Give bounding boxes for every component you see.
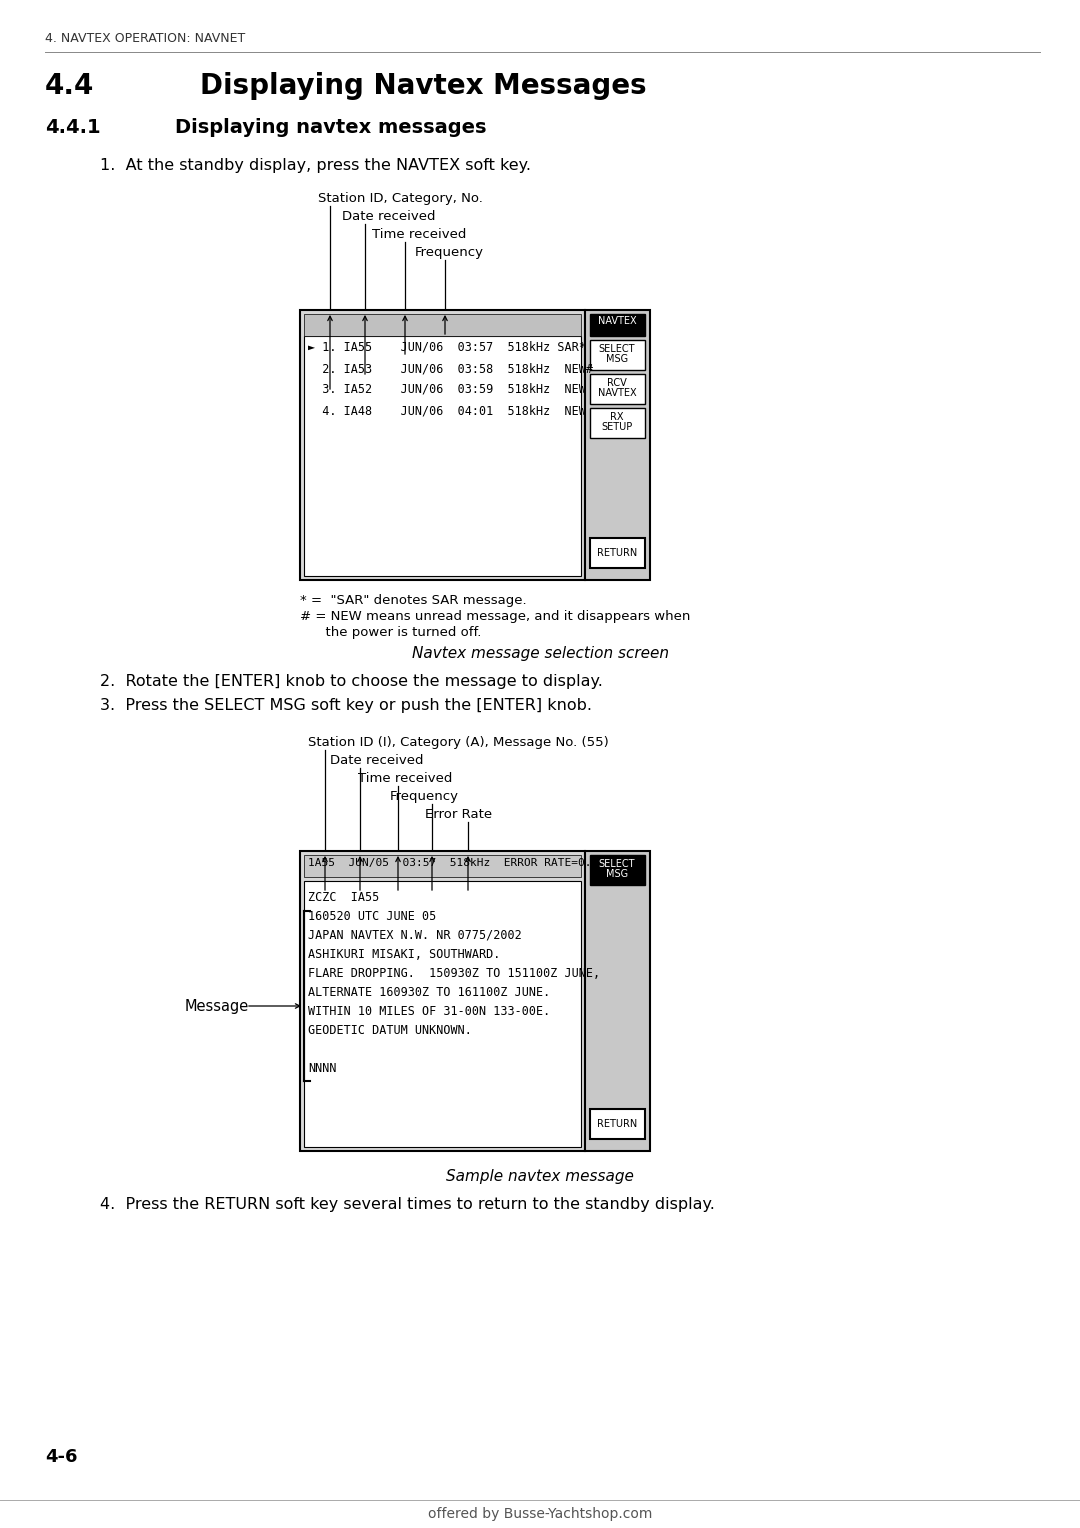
Text: Error Rate: Error Rate: [426, 808, 492, 821]
Bar: [303, 313, 581, 336]
Text: SELECT: SELECT: [598, 344, 635, 354]
Bar: [590, 408, 645, 439]
Text: 3. IA52    JUN/06  03:59  518kHz  NEW: 3. IA52 JUN/06 03:59 518kHz NEW: [308, 384, 585, 396]
Text: NAVTEX: NAVTEX: [597, 388, 636, 397]
Text: SETUP: SETUP: [602, 422, 633, 432]
Text: 4-6: 4-6: [45, 1449, 78, 1465]
Bar: [590, 313, 645, 336]
Text: Time received: Time received: [357, 772, 453, 785]
Bar: [590, 538, 645, 568]
Text: 4. IA48    JUN/06  04:01  518kHz  NEW: 4. IA48 JUN/06 04:01 518kHz NEW: [308, 403, 585, 417]
Text: RX: RX: [610, 413, 624, 422]
Text: MSG: MSG: [606, 354, 629, 364]
Text: 4.  Press the RETURN soft key several times to return to the standby display.: 4. Press the RETURN soft key several tim…: [100, 1196, 715, 1212]
Text: ALTERNATE 160930Z TO 161100Z JUNE.: ALTERNATE 160930Z TO 161100Z JUNE.: [308, 986, 550, 999]
Text: Sample navtex message: Sample navtex message: [446, 1169, 634, 1184]
Text: Station ID (I), Category (A), Message No. (55): Station ID (I), Category (A), Message No…: [308, 736, 609, 749]
Bar: [300, 310, 585, 581]
Bar: [590, 856, 645, 885]
Bar: [590, 374, 645, 403]
Text: 160520 UTC JUNE 05: 160520 UTC JUNE 05: [308, 911, 436, 923]
Text: RETURN: RETURN: [597, 549, 637, 558]
Text: GEODETIC DATUM UNKNOWN.: GEODETIC DATUM UNKNOWN.: [308, 1024, 472, 1038]
Text: SELECT: SELECT: [598, 859, 635, 869]
Text: # = NEW means unread message, and it disappears when: # = NEW means unread message, and it dis…: [300, 610, 690, 623]
Text: Date received: Date received: [342, 209, 435, 223]
Bar: [300, 851, 585, 1151]
Text: JAPAN NAVTEX N.W. NR 0775/2002: JAPAN NAVTEX N.W. NR 0775/2002: [308, 929, 522, 941]
Bar: [590, 341, 645, 370]
Text: MSG: MSG: [606, 869, 629, 879]
Text: 1.  At the standby display, press the NAVTEX soft key.: 1. At the standby display, press the NAV…: [100, 157, 531, 173]
Text: ASHIKURI MISAKI, SOUTHWARD.: ASHIKURI MISAKI, SOUTHWARD.: [308, 947, 500, 961]
Bar: [585, 851, 650, 1151]
Bar: [585, 310, 650, 581]
Text: RCV: RCV: [607, 377, 626, 388]
Text: Frequency: Frequency: [415, 246, 484, 260]
Text: ZCZC  IA55: ZCZC IA55: [308, 891, 379, 905]
Text: Displaying Navtex Messages: Displaying Navtex Messages: [200, 72, 647, 99]
Text: Navtex message selection screen: Navtex message selection screen: [411, 646, 669, 662]
Text: ► 1. IA55    JUN/06  03:57  518kHz SAR*: ► 1. IA55 JUN/06 03:57 518kHz SAR*: [308, 341, 585, 354]
Text: Station ID, Category, No.: Station ID, Category, No.: [318, 193, 483, 205]
Text: 3.  Press the SELECT MSG soft key or push the [ENTER] knob.: 3. Press the SELECT MSG soft key or push…: [100, 698, 592, 714]
Text: Date received: Date received: [330, 753, 423, 767]
Text: 4. NAVTEX OPERATION: NAVNET: 4. NAVTEX OPERATION: NAVNET: [45, 32, 245, 44]
Text: 2.  Rotate the [ENTER] knob to choose the message to display.: 2. Rotate the [ENTER] knob to choose the…: [100, 674, 603, 689]
Text: the power is turned off.: the power is turned off.: [300, 626, 482, 639]
Text: 4.4: 4.4: [45, 72, 94, 99]
Text: NNNN: NNNN: [308, 1062, 337, 1076]
Text: * =  "SAR" denotes SAR message.: * = "SAR" denotes SAR message.: [300, 594, 527, 607]
Bar: [303, 336, 581, 576]
Text: Message: Message: [185, 999, 249, 1015]
Text: 2. IA53    JUN/06  03:58  518kHz  NEW#: 2. IA53 JUN/06 03:58 518kHz NEW#: [308, 362, 593, 374]
Text: Time received: Time received: [372, 228, 467, 241]
Text: 4.4.1: 4.4.1: [45, 118, 100, 138]
Bar: [303, 882, 581, 1148]
Text: NAVTEX: NAVTEX: [597, 316, 636, 325]
Text: 1A55  JUN/05  03:57  518kHz  ERROR RATE=0.0%: 1A55 JUN/05 03:57 518kHz ERROR RATE=0.0%: [308, 859, 605, 868]
Text: FLARE DROPPING.  150930Z TO 151100Z JUNE,: FLARE DROPPING. 150930Z TO 151100Z JUNE,: [308, 967, 600, 979]
Text: offered by Busse-Yachtshop.com: offered by Busse-Yachtshop.com: [428, 1507, 652, 1520]
Bar: [303, 856, 581, 877]
Text: Frequency: Frequency: [390, 790, 459, 804]
Bar: [590, 1109, 645, 1138]
Text: RETURN: RETURN: [597, 1118, 637, 1129]
Text: Displaying navtex messages: Displaying navtex messages: [175, 118, 486, 138]
Text: WITHIN 10 MILES OF 31-00N 133-00E.: WITHIN 10 MILES OF 31-00N 133-00E.: [308, 1005, 550, 1018]
